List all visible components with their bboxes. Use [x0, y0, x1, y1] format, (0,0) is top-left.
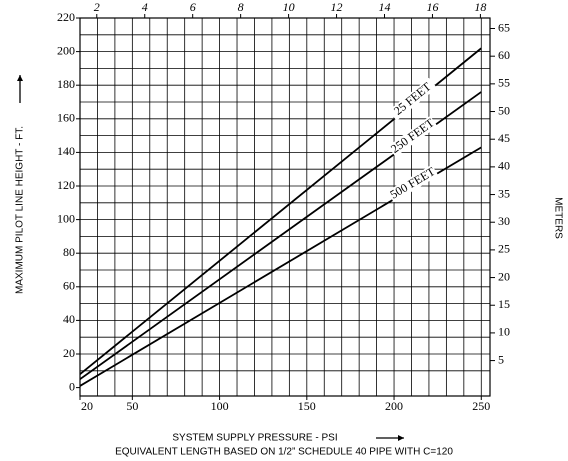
x2-tick-label: 12: [331, 0, 343, 14]
x-tick-label: 20: [81, 399, 93, 413]
y-tick-label: 160: [57, 111, 75, 125]
x-tick-label: 50: [126, 399, 138, 413]
y-tick-label: 220: [57, 10, 75, 24]
y-tick-label: 80: [63, 245, 75, 259]
y2-axis-label: METERS: [552, 197, 563, 239]
subtitle: EQUIVALENT LENGTH BASED ON 1/2” SCHEDULE…: [115, 447, 453, 458]
x2-tick-label: 18: [474, 0, 486, 14]
y2-tick-label: 15: [498, 297, 510, 311]
y-tick-label: 180: [57, 77, 75, 91]
y-tick-label: 0: [69, 379, 75, 393]
x-tick-label: 200: [385, 399, 403, 413]
y2-tick-label: 25: [498, 242, 510, 256]
x2-tick-label: 2: [94, 0, 100, 14]
y-axis-label: MAXIMUM PILOT LINE HEIGHT - FT.: [15, 126, 26, 294]
y-tick-label: 200: [57, 43, 75, 57]
y-arrow-head: [17, 75, 23, 81]
y-tick-label: 120: [57, 178, 75, 192]
x-tick-label: 250: [472, 399, 490, 413]
x-arrow-head: [398, 435, 404, 441]
y2-tick-label: 30: [498, 214, 510, 228]
x2-tick-label: 8: [238, 0, 244, 14]
y2-tick-label: 50: [498, 103, 510, 117]
label-bg: [387, 164, 439, 203]
y2-tick-label: 5: [498, 352, 504, 366]
x2-tick-label: 16: [426, 0, 438, 14]
x2-tick-label: 6: [190, 0, 196, 14]
x2-tick-label: 14: [379, 0, 391, 14]
x2-tick-label: 10: [283, 0, 295, 14]
y2-tick-label: 35: [498, 186, 510, 200]
y-tick-label: 100: [57, 211, 75, 225]
label-bg: [388, 77, 438, 121]
y-tick-label: 40: [63, 312, 75, 326]
y2-tick-label: 60: [498, 48, 510, 62]
y-tick-label: 20: [63, 346, 75, 360]
y2-tick-label: 55: [498, 76, 510, 90]
y2-tick-label: 40: [498, 159, 510, 173]
x-tick-label: 100: [211, 399, 229, 413]
x-tick-label: 150: [298, 399, 316, 413]
y2-tick-label: 45: [498, 131, 510, 145]
label-bg: [387, 115, 438, 157]
y-tick-label: 60: [63, 279, 75, 293]
y2-tick-label: 65: [498, 20, 510, 34]
y-tick-label: 140: [57, 144, 75, 158]
plot-frame: [79, 17, 491, 397]
x2-tick-label: 4: [142, 0, 148, 14]
y2-tick-label: 20: [498, 269, 510, 283]
y2-tick-label: 10: [498, 325, 510, 339]
x-axis-label: SYSTEM SUPPLY PRESSURE - PSI: [172, 433, 337, 444]
